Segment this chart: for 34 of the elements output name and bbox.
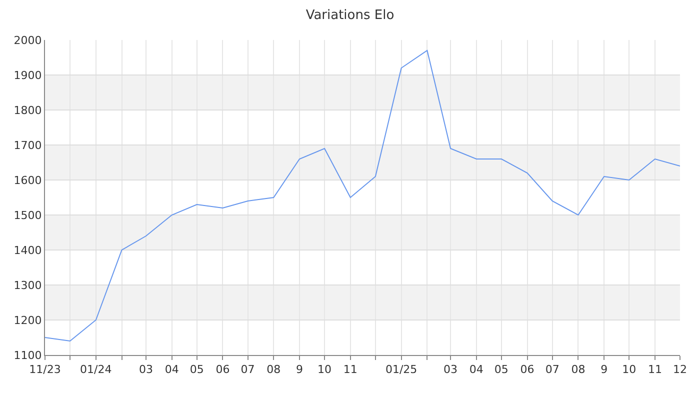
x-tick-label: 03: [444, 363, 458, 376]
x-tick-label: 11: [343, 363, 358, 376]
x-tick-label: 08: [571, 363, 586, 376]
x-tick-label: 04: [164, 363, 179, 376]
line-series: [45, 50, 680, 342]
y-tick-label: 1100: [14, 348, 42, 362]
x-tick-label: 11/23: [29, 363, 61, 376]
y-tick-label: 1200: [14, 314, 42, 327]
x-tick-label: 12: [673, 363, 687, 376]
x-tick-label: 11: [648, 363, 662, 376]
chart-title: Variations Elo: [306, 8, 394, 24]
y-tick-label: 1400: [14, 244, 42, 257]
y-tick-label: 1500: [14, 208, 42, 222]
x-tick-label: 10: [622, 363, 636, 376]
x-tick-label: 05: [494, 363, 508, 376]
x-tick-label: 9: [296, 363, 303, 376]
x-tick-label: 01/24: [80, 363, 112, 376]
x-tick-label: 01/25: [385, 363, 418, 376]
x-tick-label: 10: [318, 363, 332, 376]
y-tick-label: 2000: [14, 34, 42, 47]
x-tick-label: 06: [520, 363, 534, 376]
x-tick-label: 04: [469, 363, 484, 376]
x-tick-label: 05: [190, 363, 204, 376]
x-tick-label: 06: [216, 363, 230, 376]
y-tick-label: 1900: [14, 68, 42, 82]
x-tick-label: 08: [266, 363, 281, 376]
y-tick-label: 1600: [14, 174, 42, 187]
x-tick-label: 07: [545, 363, 560, 376]
x-tick-label: 03: [138, 363, 153, 376]
y-tick-label: 1800: [14, 104, 42, 117]
x-tick-label: 9: [600, 363, 608, 376]
y-tick-label: 1300: [14, 278, 42, 292]
y-tick-label: 1700: [14, 138, 42, 152]
x-tick-label: 07: [240, 363, 255, 376]
